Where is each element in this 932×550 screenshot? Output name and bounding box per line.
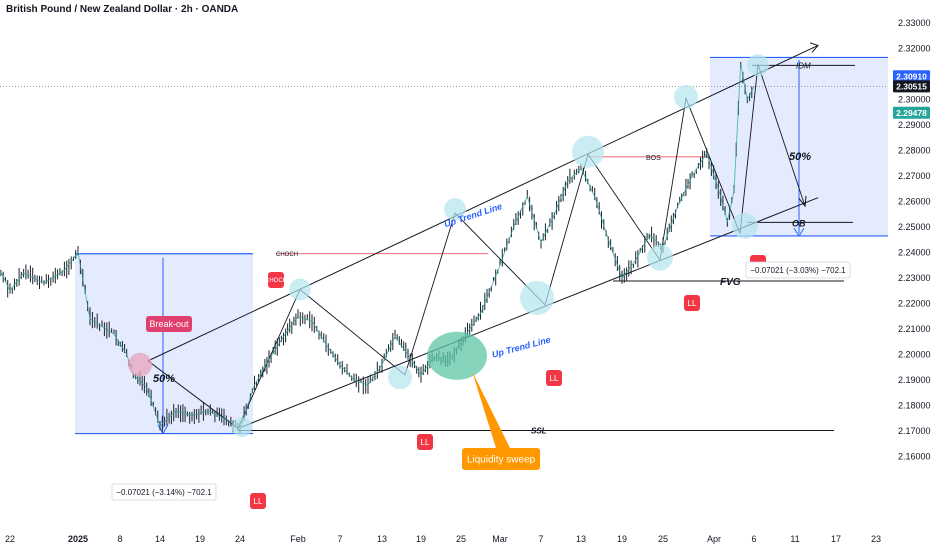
y-tick-label: 2.27000 (898, 171, 931, 181)
chart-title: British Pound / New Zealand Dollar · 2h … (6, 4, 238, 15)
fvg-label: FVG (720, 277, 741, 288)
x-tick-label: 19 (195, 534, 205, 544)
ob-label: OB (792, 218, 806, 228)
choch-label: CHOCH (276, 252, 298, 258)
range-readout-left: −0.07021 (−3.14%) −702.1 (116, 488, 212, 497)
y-tick-label: 2.32000 (898, 44, 931, 54)
x-tick-label: 19 (617, 534, 627, 544)
x-tick-label: 25 (658, 534, 668, 544)
choch-badge: CHOCH (265, 278, 287, 284)
x-tick-label: 17 (831, 534, 841, 544)
range-zone-left[interactable] (75, 254, 253, 434)
up-trend-lower-label: Up Trend Line (491, 334, 552, 359)
y-tick-label: 2.29000 (898, 120, 931, 130)
ll-badge: LL (254, 497, 263, 506)
y-tick-label: 2.26000 (898, 197, 931, 207)
y-tick-label: 2.22000 (898, 299, 931, 309)
y-tick-label: 2.16000 (898, 452, 931, 462)
x-tick-label: 23 (871, 534, 881, 544)
ll-badge: LL (688, 299, 697, 308)
x-tick-label: 13 (377, 534, 387, 544)
swing-highlight (388, 365, 412, 389)
x-tick-label: 13 (576, 534, 586, 544)
y-tick-label: 2.25000 (898, 222, 931, 232)
price-badge-label: 2.30515 (896, 82, 927, 92)
liquidity-sweep-badge: Liquidity sweep (467, 455, 536, 466)
fifty-percent-right-label: 50% (789, 151, 811, 163)
x-tick-label: 11 (790, 534, 799, 544)
x-tick-label: 7 (337, 534, 342, 544)
breakout-badge: Break-out (149, 319, 189, 329)
y-tick-label: 2.20000 (898, 350, 931, 360)
liquidity-sweep-highlight (427, 332, 487, 380)
x-tick-label: 25 (456, 534, 466, 544)
swing-highlight (520, 281, 554, 315)
liquidity-sweep-pointer (472, 371, 510, 448)
x-tick-label: Mar (492, 534, 508, 544)
ll-badge: LL (421, 438, 430, 447)
swing-highlight (289, 278, 311, 300)
price-badge-label: 2.30910 (896, 71, 927, 81)
y-tick-label: 2.24000 (898, 248, 931, 258)
y-tick-label: 2.19000 (898, 375, 931, 385)
swing-highlight (572, 136, 604, 168)
breakout-highlight (128, 353, 152, 377)
range-readout-right: −0.07021 (−3.03%) −702.1 (750, 266, 846, 275)
idm-label: IDM (796, 61, 811, 70)
swing-highlight (674, 85, 698, 109)
x-tick-label: 24 (235, 534, 245, 544)
ssl-label: SSL (531, 426, 547, 435)
swing-highlight (732, 213, 758, 239)
price-badge-label: 2.29478 (896, 108, 927, 118)
x-tick-label: 22 (5, 534, 15, 544)
x-tick-label: 6 (751, 534, 756, 544)
y-tick-label: 2.28000 (898, 146, 931, 156)
swing-highlight (232, 417, 252, 437)
x-tick-label: 2025 (68, 534, 88, 544)
x-tick-label: 14 (155, 534, 165, 544)
ll-badge: LL (550, 374, 559, 383)
x-tick-label: 8 (117, 534, 122, 544)
x-tick-label: Apr (707, 534, 721, 544)
fifty-percent-left-label: 50% (153, 373, 175, 385)
lower-trend-line (238, 198, 818, 429)
y-tick-label: 2.21000 (898, 324, 931, 334)
y-tick-label: 2.33000 (898, 18, 931, 28)
swing-highlight (647, 245, 673, 271)
bos-label: BOS (646, 155, 661, 162)
y-tick-label: 2.18000 (898, 401, 931, 411)
y-tick-label: 2.17000 (898, 426, 931, 436)
swing-highlight (747, 54, 769, 76)
y-tick-label: 2.30000 (898, 95, 931, 105)
y-tick-label: 2.23000 (898, 273, 931, 283)
x-tick-label: 19 (416, 534, 426, 544)
x-tick-label: 7 (538, 534, 543, 544)
x-tick-label: Feb (290, 534, 306, 544)
